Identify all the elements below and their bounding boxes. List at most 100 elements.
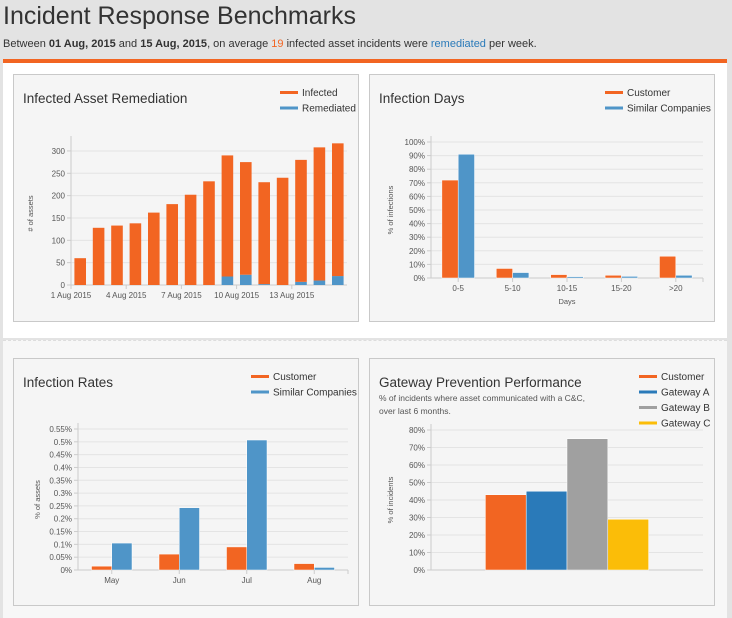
x-tick-label: 7 Aug 2015 xyxy=(161,291,202,300)
bar-customer[interactable] xyxy=(659,255,677,279)
y-tick-label: 250 xyxy=(52,169,66,178)
bar-customer[interactable] xyxy=(293,563,315,571)
summary-prefix: Between xyxy=(3,38,49,50)
remediated-link[interactable]: remediated xyxy=(430,38,486,50)
y-tick-label: 0.25% xyxy=(49,502,72,511)
legend-label[interactable]: Customer xyxy=(661,372,705,383)
y-tick-label: 70% xyxy=(409,179,425,188)
bar-infected[interactable] xyxy=(111,225,123,285)
bar-infected[interactable] xyxy=(74,258,86,285)
bar-similar-companies[interactable] xyxy=(314,567,335,571)
y-tick-label: 100% xyxy=(405,138,425,147)
bar-similar-companies[interactable] xyxy=(621,276,638,279)
legend-label[interactable]: Infected xyxy=(302,88,338,99)
legend-label[interactable]: Similar Companies xyxy=(273,388,357,399)
x-tick-label: 15-20 xyxy=(611,284,632,293)
y-axis-label: % of infections xyxy=(386,185,395,234)
bar-similar-companies[interactable] xyxy=(512,272,530,279)
y-tick-label: 40% xyxy=(409,220,425,229)
bar-infected[interactable] xyxy=(184,194,197,285)
bar-customer[interactable] xyxy=(91,565,112,571)
bar-infected[interactable] xyxy=(148,212,160,285)
bar-customer[interactable] xyxy=(441,179,459,279)
card-gateway-prevention: Gateway Prevention Performance % of incid… xyxy=(369,358,715,606)
bar-remediated[interactable] xyxy=(240,274,252,285)
y-tick-label: 30% xyxy=(409,514,425,523)
bar-gateway-a[interactable] xyxy=(525,491,568,571)
y-tick-label: 0.5% xyxy=(54,438,72,447)
legend-label[interactable]: Gateway C xyxy=(661,419,710,430)
x-tick-label: 13 Aug 2015 xyxy=(269,291,314,300)
y-tick-label: 20% xyxy=(409,531,425,540)
bar-infected[interactable] xyxy=(221,155,234,277)
y-tick-label: 50% xyxy=(409,479,425,488)
bar-remediated[interactable] xyxy=(258,284,270,285)
bar-infected[interactable] xyxy=(295,159,307,282)
bar-remediated[interactable] xyxy=(221,276,234,285)
y-tick-label: 50% xyxy=(409,206,425,215)
y-tick-label: 10% xyxy=(409,549,425,558)
bar-customer[interactable] xyxy=(158,553,180,571)
bar-customer[interactable] xyxy=(550,274,568,279)
bar-customer[interactable] xyxy=(226,546,247,571)
x-tick-label: 1 Aug 2015 xyxy=(51,291,92,300)
y-tick-label: 80% xyxy=(409,426,425,435)
accent-bar xyxy=(3,59,727,63)
bar-infected[interactable] xyxy=(258,182,270,285)
bar-similar-companies[interactable] xyxy=(111,542,133,571)
legend-swatch xyxy=(605,106,623,110)
bar-remediated[interactable] xyxy=(313,280,326,285)
bar-infected[interactable] xyxy=(276,177,289,285)
card-infected-asset-remediation: Infected Asset Remediation Infected Remedi… xyxy=(13,74,359,322)
bar-gateway-b[interactable] xyxy=(566,438,609,571)
bar-customer[interactable] xyxy=(485,494,527,571)
legend-label[interactable]: Gateway B xyxy=(661,403,710,414)
chart-title: Infection Days xyxy=(379,91,465,106)
summary-suffix: per week. xyxy=(485,38,537,50)
x-tick-label: Jun xyxy=(173,576,186,585)
legend-label[interactable]: Similar Companies xyxy=(627,104,711,115)
bar-similar-companies[interactable] xyxy=(675,275,693,279)
bar-gateway-c[interactable] xyxy=(607,519,649,571)
bar-customer[interactable] xyxy=(496,268,513,279)
y-tick-label: 0% xyxy=(413,566,425,575)
x-tick-label: 10-15 xyxy=(557,284,578,293)
y-tick-label: 40% xyxy=(409,496,425,505)
legend-label[interactable]: Customer xyxy=(273,372,317,383)
bar-similar-companies[interactable] xyxy=(246,439,268,571)
end-date: 15 Aug, 2015 xyxy=(140,38,208,50)
x-tick-label: Jul xyxy=(242,576,252,585)
bar-similar-companies[interactable] xyxy=(457,153,475,279)
bar-infected[interactable] xyxy=(240,162,252,275)
bar-remediated[interactable] xyxy=(332,276,344,285)
bar-infected[interactable] xyxy=(313,147,326,281)
bar-infected[interactable] xyxy=(166,204,178,285)
legend-swatch xyxy=(251,390,269,394)
bar-customer[interactable] xyxy=(604,275,622,279)
y-tick-label: 20% xyxy=(409,247,425,256)
chart-subtitle: over last 6 months. xyxy=(379,406,451,416)
gateway-chart: Gateway Prevention Performance % of incid… xyxy=(379,372,710,575)
bar-infected[interactable] xyxy=(129,223,142,285)
y-tick-label: 50 xyxy=(56,259,65,268)
y-tick-label: 0.4% xyxy=(54,463,72,472)
summary-and: and xyxy=(115,38,141,50)
y-tick-label: 150 xyxy=(52,214,66,223)
x-tick-label: 0-5 xyxy=(452,284,464,293)
bar-infected[interactable] xyxy=(92,227,105,285)
legend-swatch xyxy=(605,91,623,94)
summary-mid2: infected asset incidents were xyxy=(283,38,431,50)
legend-label[interactable]: Remediated xyxy=(302,104,356,115)
chart-title: Gateway Prevention Performance xyxy=(379,375,582,390)
y-tick-label: 70% xyxy=(409,444,425,453)
x-axis-label: Days xyxy=(558,297,575,306)
summary-text: Between 01 Aug, 2015 and 15 Aug, 2015, o… xyxy=(3,38,537,50)
bar-infected[interactable] xyxy=(203,181,215,285)
bar-remediated[interactable] xyxy=(295,281,307,285)
bar-similar-companies[interactable] xyxy=(566,276,584,279)
page-title: Incident Response Benchmarks xyxy=(3,2,356,30)
bar-infected[interactable] xyxy=(332,143,344,277)
legend-label[interactable]: Gateway A xyxy=(661,388,710,399)
legend-label[interactable]: Customer xyxy=(627,88,671,99)
bar-similar-companies[interactable] xyxy=(179,507,200,571)
